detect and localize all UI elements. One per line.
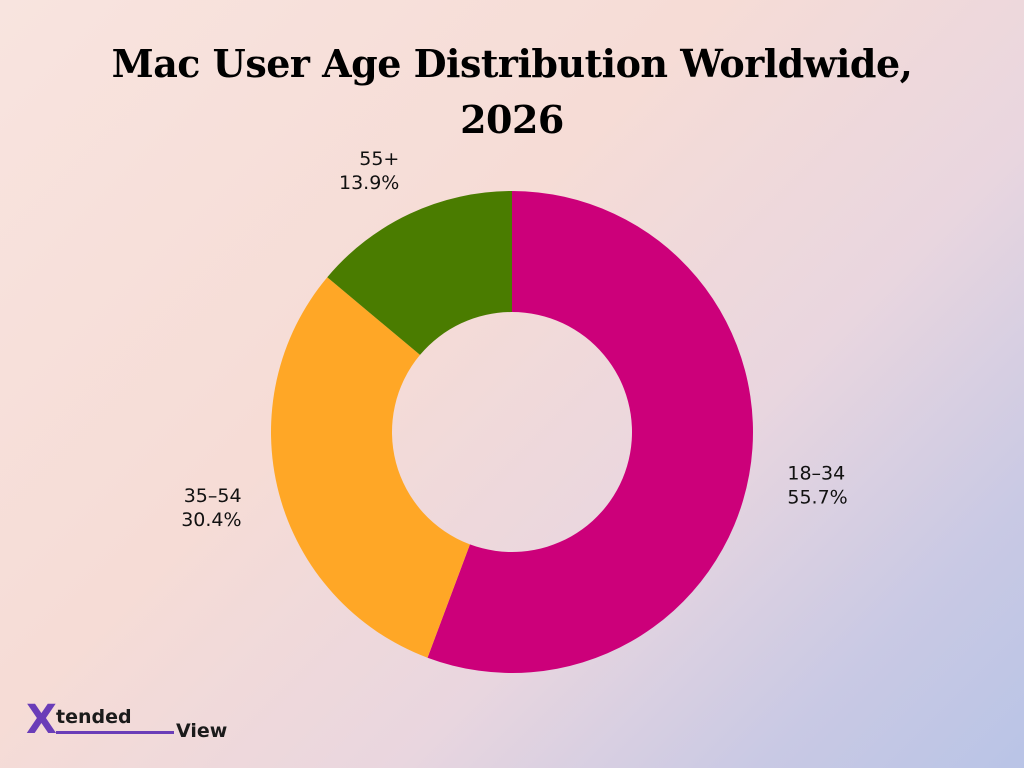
slice-category-label-0: 18–34: [787, 463, 845, 485]
donut-slice-1: [270, 277, 470, 658]
logo-text-view: View: [176, 720, 228, 742]
slice-label-0: 18–34 55.7%: [787, 463, 847, 509]
donut-slice-2: [327, 191, 512, 355]
logo-x-mark: X: [26, 697, 57, 743]
slice-value-label-2: 13.9%: [339, 172, 399, 194]
donut-slice-0: [427, 191, 753, 673]
xtendedview-logo: X tended View: [26, 697, 228, 744]
slice-value-label-1: 30.4%: [181, 509, 241, 531]
slice-category-label-1: 35–54: [184, 485, 242, 507]
logo-underline: [56, 731, 174, 734]
chart-title-line-2: 2026: [460, 97, 564, 142]
chart-title: Mac User Age Distribution Worldwide, 202…: [0, 36, 1024, 148]
slice-category-label-2: 55+: [359, 148, 399, 170]
slice-value-label-0: 55.7%: [787, 487, 847, 509]
slice-label-2: 55+ 13.9%: [339, 148, 399, 194]
chart-title-line-1: Mac User Age Distribution Worldwide,: [111, 41, 913, 86]
logo-text-tended: tended: [56, 706, 132, 728]
slice-label-1: 35–54 30.4%: [181, 485, 241, 531]
